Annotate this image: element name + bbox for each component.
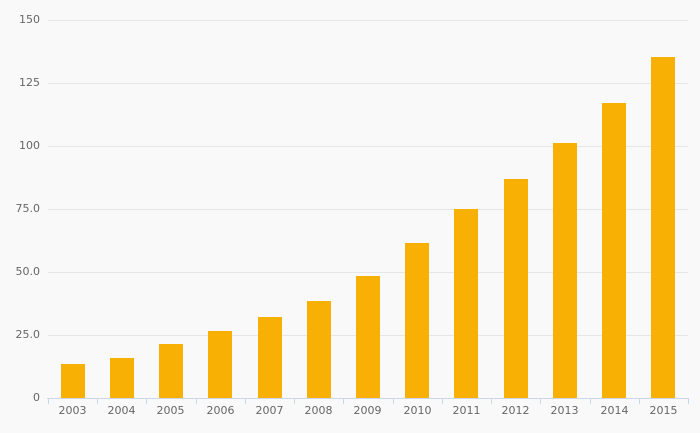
- bar-2005[interactable]: [159, 344, 183, 398]
- x-axis-label: 2014: [600, 404, 629, 417]
- y-axis-label: 100: [19, 139, 40, 152]
- x-axis-label: 2003: [58, 404, 87, 417]
- y-axis-label: 150: [19, 13, 40, 26]
- x-axis-label: 2007: [255, 404, 284, 417]
- bar-2012[interactable]: [504, 179, 528, 398]
- x-axis-tick: [196, 398, 197, 404]
- x-axis-label: 2008: [304, 404, 333, 417]
- y-axis-label: 25.0: [15, 328, 41, 341]
- x-axis-tick: [245, 398, 246, 404]
- y-gridline: [48, 82, 688, 84]
- x-axis-tick: [639, 398, 640, 404]
- x-axis-tick: [442, 398, 443, 404]
- bar-2015[interactable]: [651, 57, 675, 398]
- x-axis-tick: [393, 398, 394, 404]
- y-axis-label: 0: [33, 391, 40, 404]
- bar-2014[interactable]: [602, 103, 626, 398]
- x-axis-label: 2006: [206, 404, 235, 417]
- x-axis-label: 2011: [452, 404, 481, 417]
- x-axis-tick: [48, 398, 49, 404]
- x-axis-label: 2015: [649, 404, 678, 417]
- y-axis-label: 75.0: [15, 202, 41, 215]
- x-axis-tick: [146, 398, 147, 404]
- y-axis-label: 125: [19, 76, 40, 89]
- x-axis-tick: [491, 398, 492, 404]
- x-axis-tick: [343, 398, 344, 404]
- bar-2006[interactable]: [208, 331, 232, 398]
- y-gridline: [48, 145, 688, 147]
- x-axis-label: 2005: [156, 404, 185, 417]
- x-axis-tick: [294, 398, 295, 404]
- x-axis-tick: [590, 398, 591, 404]
- x-axis-tick: [540, 398, 541, 404]
- x-axis-label: 2012: [501, 404, 530, 417]
- bar-2013[interactable]: [553, 143, 577, 398]
- bar-2004[interactable]: [110, 358, 134, 398]
- x-axis-tick: [97, 398, 98, 404]
- bar-2003[interactable]: [61, 364, 85, 398]
- x-axis-label: 2009: [353, 404, 382, 417]
- bar-2010[interactable]: [405, 243, 429, 398]
- bar-2009[interactable]: [356, 276, 380, 398]
- x-axis-label: 2004: [107, 404, 136, 417]
- x-axis-tick: [688, 398, 689, 404]
- x-axis-label: 2013: [550, 404, 579, 417]
- bar-2011[interactable]: [454, 209, 478, 398]
- y-axis-label: 50.0: [15, 265, 41, 278]
- y-gridline: [48, 271, 688, 273]
- bar-2007[interactable]: [258, 317, 282, 398]
- x-axis-label: 2010: [403, 404, 432, 417]
- y-gridline: [48, 19, 688, 21]
- bar-2008[interactable]: [307, 301, 331, 398]
- x-axis-line: [47, 398, 689, 399]
- y-gridline: [48, 208, 688, 210]
